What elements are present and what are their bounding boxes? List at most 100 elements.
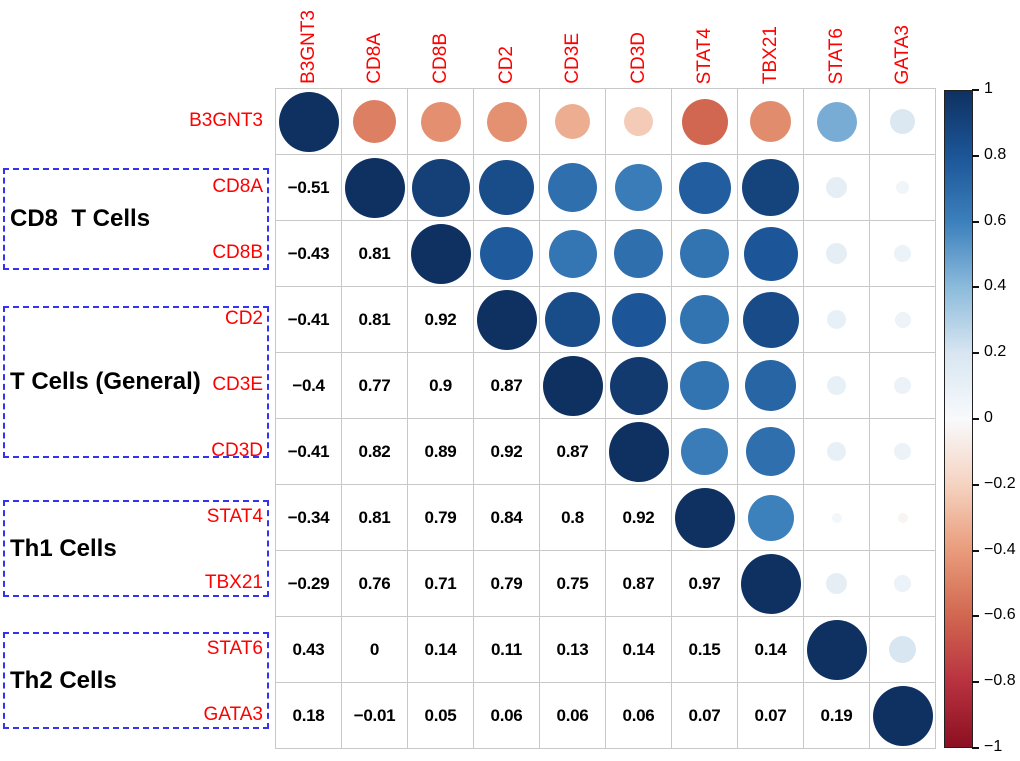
- correlation-circle: [614, 229, 663, 278]
- correlation-circle: [894, 443, 911, 460]
- matrix-cell-tbx21-stat4: 0.97: [672, 551, 738, 617]
- matrix-cell-tbx21-cd8a: 0.76: [342, 551, 408, 617]
- matrix-cell-cd8a-gata3: [870, 155, 936, 221]
- correlation-value: 0.77: [358, 375, 391, 395]
- colorbar-tick: [972, 615, 979, 618]
- column-header-gata3: GATA3: [869, 0, 935, 86]
- matrix-cell-cd8a-cd2: [474, 155, 540, 221]
- correlation-circle: [410, 223, 471, 284]
- column-header-tbx21: TBX21: [737, 0, 803, 86]
- matrix-cell-cd3e-cd3d: [606, 353, 672, 419]
- correlation-circle: [680, 229, 729, 278]
- matrix-cell-cd3d-tbx21: [738, 419, 804, 485]
- row-label-cd3e: CD3E: [212, 374, 263, 395]
- correlation-value: 0.14: [754, 639, 787, 659]
- matrix-cell-b3gnt3-cd8a: [342, 89, 408, 155]
- row-label-b3gnt3: B3GNT3: [189, 110, 263, 131]
- matrix-cell-gata3-cd3e: 0.06: [540, 683, 606, 749]
- group-label-th2-cells: Th2 Cells: [10, 666, 117, 694]
- matrix-cell-cd8a-cd3e: [540, 155, 606, 221]
- matrix-cell-cd2-cd3d: [606, 287, 672, 353]
- row-label-stat6: STAT6: [206, 638, 263, 659]
- correlation-circle: [480, 227, 533, 280]
- correlation-circle: [826, 573, 847, 594]
- correlation-circle: [872, 685, 933, 746]
- matrix-cell-cd8a-stat4: [672, 155, 738, 221]
- column-headers: B3GNT3 CD8A CD8B CD2 CD3E CD3D STAT4 TBX21 STAT6…: [275, 0, 935, 86]
- colorbar-tick-label: 1: [984, 80, 993, 98]
- colorbar-tick-label: 0.6: [984, 211, 1007, 229]
- matrix-cell-stat4-cd2: 0.84: [474, 485, 540, 551]
- correlation-circle: [680, 361, 729, 410]
- column-header-stat4: STAT4: [671, 0, 737, 86]
- matrix-cell-cd8a-b3gnt3: −0.51: [276, 155, 342, 221]
- matrix-cell-cd8b-cd8b: [408, 221, 474, 287]
- correlation-value: 0.76: [358, 573, 391, 593]
- matrix-cell-stat6-cd8b: 0.14: [408, 617, 474, 683]
- correlation-value: 0.07: [754, 705, 787, 725]
- correlation-value: 0.14: [622, 639, 655, 659]
- colorbar-tick: [972, 220, 979, 223]
- correlation-circle: [608, 421, 669, 482]
- matrix-cell-cd3e-cd3e: [540, 353, 606, 419]
- matrix-cell-stat4-tbx21: [738, 485, 804, 551]
- correlation-circle: [826, 243, 847, 264]
- matrix-cell-tbx21-cd8b: 0.71: [408, 551, 474, 617]
- column-header-cd8a: CD8A: [341, 0, 407, 86]
- correlation-value: 0.92: [622, 507, 655, 527]
- matrix-cell-stat4-gata3: [870, 485, 936, 551]
- correlation-value: 0.19: [820, 705, 853, 725]
- matrix-cell-stat6-cd8a: 0: [342, 617, 408, 683]
- correlation-value: 0.89: [424, 441, 457, 461]
- correlation-value: 0.81: [358, 243, 391, 263]
- row-label-stat4: STAT4: [206, 506, 263, 527]
- correlation-circle: [826, 177, 847, 198]
- matrix-cell-b3gnt3-cd3e: [540, 89, 606, 155]
- colorbar-tick-label: −0.8: [984, 672, 1016, 690]
- matrix-cell-cd3d-b3gnt3: −0.41: [276, 419, 342, 485]
- matrix-cell-cd8b-gata3: [870, 221, 936, 287]
- matrix-cell-cd8a-cd8a: [342, 155, 408, 221]
- matrix-cell-cd3d-cd8a: 0.82: [342, 419, 408, 485]
- correlation-circle: [745, 360, 796, 411]
- correlation-value: −0.41: [287, 309, 330, 329]
- matrix-cell-cd8a-cd8b: [408, 155, 474, 221]
- correlation-value: 0.15: [688, 639, 721, 659]
- correlation-circle: [615, 164, 662, 211]
- column-header-label: TBX21: [759, 25, 781, 84]
- matrix-cell-gata3-cd2: 0.06: [474, 683, 540, 749]
- colorbar-tick-label: 0.8: [984, 145, 1007, 163]
- row-label-cd8b: CD8B: [212, 242, 263, 263]
- matrix-cell-stat4-cd3d: 0.92: [606, 485, 672, 551]
- colorbar-tick-label: −0.4: [984, 540, 1016, 558]
- column-header-cd3e: CD3E: [539, 0, 605, 86]
- matrix-cell-b3gnt3-cd2: [474, 89, 540, 155]
- matrix-cell-b3gnt3-stat4: [672, 89, 738, 155]
- correlation-value: 0.71: [424, 573, 457, 593]
- correlation-circle: [742, 291, 799, 348]
- matrix-cell-gata3-tbx21: 0.07: [738, 683, 804, 749]
- matrix-cell-gata3-b3gnt3: 0.18: [276, 683, 342, 749]
- correlation-value: 0.81: [358, 309, 391, 329]
- correlation-value: 0.07: [688, 705, 721, 725]
- matrix-cell-cd2-cd8b: 0.92: [408, 287, 474, 353]
- correlation-circle: [894, 311, 911, 328]
- correlation-value: 0.06: [622, 705, 655, 725]
- group-box-t-cells-general: T Cells (General): [3, 306, 269, 458]
- correlation-circle: [548, 163, 597, 212]
- correlation-value: 0.92: [424, 309, 457, 329]
- matrix-cell-stat6-cd3e: 0.13: [540, 617, 606, 683]
- matrix-cell-cd8b-cd8a: 0.81: [342, 221, 408, 287]
- correlation-circle: [344, 157, 405, 218]
- correlation-circle: [750, 101, 791, 142]
- column-header-label: CD8A: [363, 33, 385, 84]
- colorbar: [944, 90, 973, 748]
- matrix-cell-stat6-cd2: 0.11: [474, 617, 540, 683]
- matrix-cell-cd2-stat6: [804, 287, 870, 353]
- correlation-circle: [897, 512, 908, 523]
- correlation-value: 0.75: [556, 573, 589, 593]
- matrix-cell-cd8b-cd3e: [540, 221, 606, 287]
- matrix-cell-cd3d-cd8b: 0.89: [408, 419, 474, 485]
- group-label-t-cells-general: T Cells (General): [10, 368, 201, 395]
